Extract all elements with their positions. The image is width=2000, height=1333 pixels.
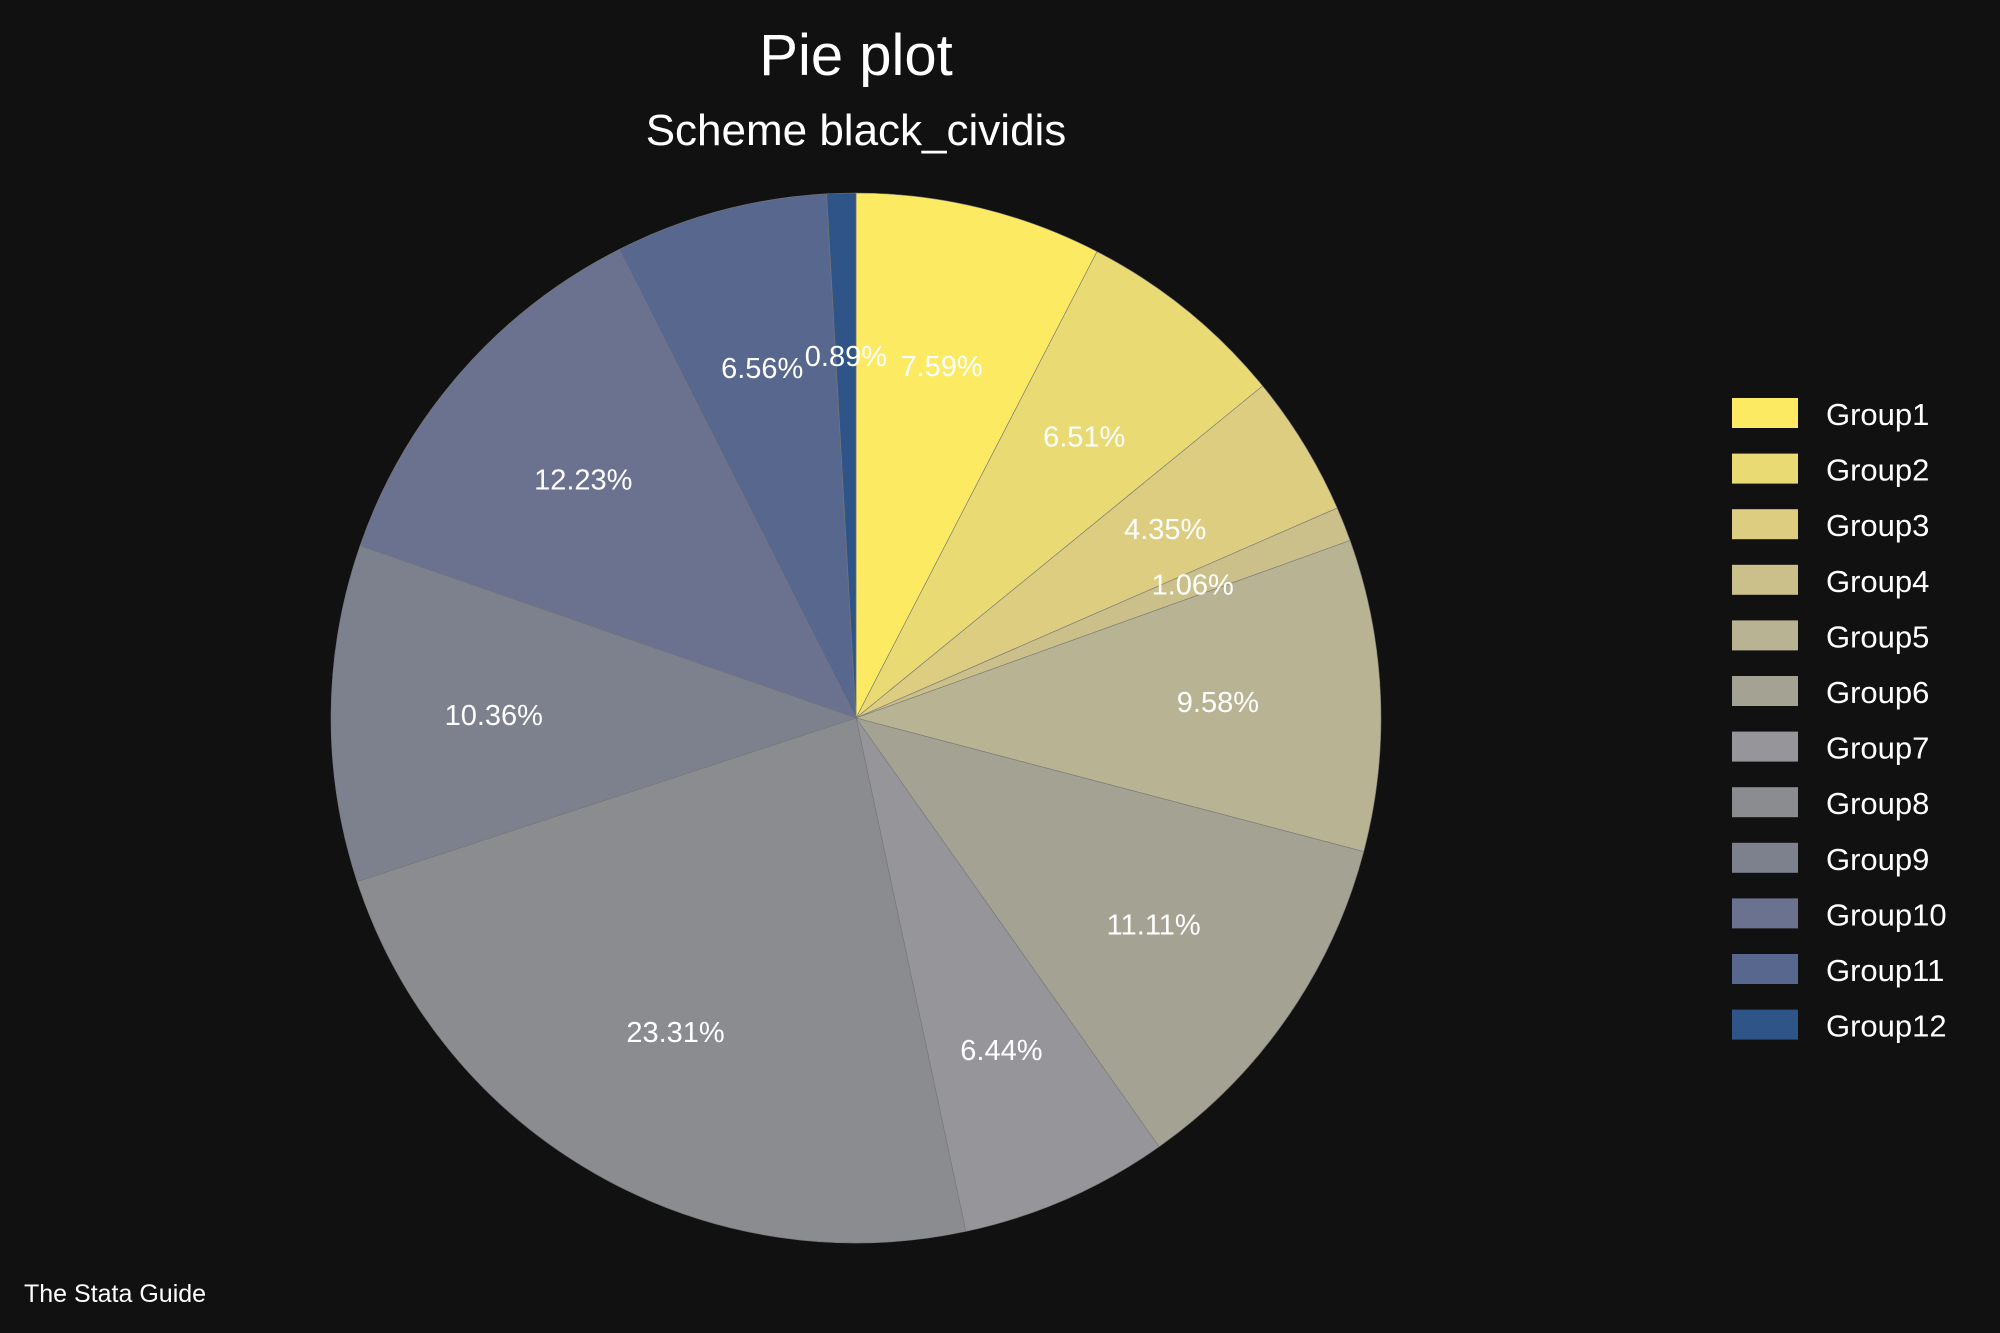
slice-label-group2: 6.51%	[1043, 422, 1125, 454]
pie-slices	[330, 192, 1382, 1244]
slice-label-group12: 0.89%	[805, 341, 887, 373]
legend-label-group2: Group2	[1826, 453, 1929, 488]
slice-label-group5: 9.58%	[1177, 687, 1259, 719]
legend-swatch-group5	[1732, 620, 1798, 651]
slice-label-group8: 23.31%	[626, 1017, 724, 1049]
legend-swatch-group6	[1732, 676, 1798, 706]
pie-slice-group12	[826, 192, 857, 719]
legend-swatch-group2	[1732, 453, 1798, 484]
legend-swatch-group7	[1732, 731, 1798, 762]
legend-swatch-group1	[1732, 398, 1798, 428]
legend-label-group11: Group11	[1826, 953, 1944, 988]
pie-slice-group10	[359, 249, 857, 719]
slice-label-group1: 7.59%	[900, 351, 982, 383]
legend-label-group9: Group9	[1826, 842, 1929, 877]
pie-slice-group1	[855, 192, 1098, 719]
slice-label-group11: 6.56%	[721, 353, 803, 385]
slice-label-group6: 11.11%	[1107, 909, 1201, 941]
legend-swatch-group9	[1732, 842, 1798, 873]
legend-label-group7: Group7	[1826, 731, 1929, 766]
slice-label-group3: 4.35%	[1124, 514, 1206, 546]
legend-label-group6: Group6	[1826, 675, 1929, 710]
slice-label-group4: 1.06%	[1152, 569, 1234, 601]
legend-label-group8: Group8	[1826, 786, 1929, 821]
pie-slice-group11	[618, 193, 857, 719]
legend-swatch-group12	[1732, 1009, 1798, 1040]
legend-swatch-group8	[1732, 787, 1798, 818]
legend-swatch-group10	[1732, 898, 1798, 929]
pie-slice-labels: 7.59% 6.51% 4.35% 1.06% 9.58% 11.11% 6.44% 23.3…	[445, 341, 1259, 1067]
legend-label-group4: Group4	[1826, 564, 1929, 599]
legend-label-group1: Group1	[1826, 397, 1929, 432]
legend-label-group12: Group12	[1826, 1009, 1947, 1044]
legend-swatch-group3	[1732, 509, 1798, 540]
slice-label-group7: 6.44%	[960, 1035, 1042, 1067]
slice-label-group9: 10.36%	[445, 700, 543, 732]
pie-slice-group9	[330, 545, 857, 882]
legend-label-group10: Group10	[1826, 897, 1947, 932]
pie-slice-group6	[855, 717, 1365, 1148]
legend: Group1 Group2 Group3 Group4 Group5 Group6 Grou…	[1732, 397, 1947, 1044]
slice-label-group10: 12.23%	[534, 465, 632, 497]
chart-title: Pie plot	[759, 23, 952, 88]
pie-slice-group8	[356, 717, 967, 1244]
chart-subtitle: Scheme black_cividis	[646, 106, 1067, 155]
legend-swatch-group4	[1732, 564, 1798, 595]
legend-label-group3: Group3	[1826, 508, 1929, 543]
pie-slice-group2	[855, 251, 1264, 719]
pie-slice-group5	[854, 540, 1382, 852]
legend-label-group5: Group5	[1826, 619, 1929, 654]
chart-note: The Stata Guide	[24, 1280, 206, 1308]
pie-slice-group7	[855, 717, 1160, 1232]
legend-swatch-group11	[1732, 954, 1798, 984]
